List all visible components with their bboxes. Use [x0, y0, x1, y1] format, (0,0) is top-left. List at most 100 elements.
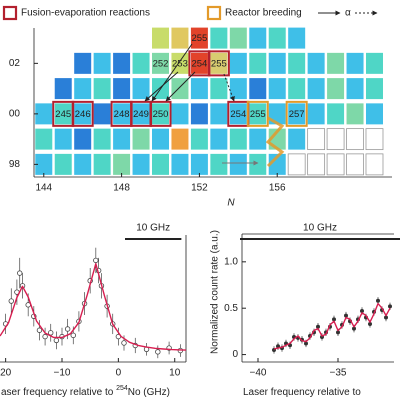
- nuclide-cell: [74, 52, 92, 74]
- nuclide-cell: [229, 52, 247, 74]
- nuclide-cell: [132, 103, 150, 125]
- reaction-box: [285, 100, 308, 127]
- nuclide-cell: [307, 52, 325, 74]
- nuclide-cell: [229, 78, 247, 100]
- y-tick-label: 0.5: [224, 303, 238, 314]
- x-axis-label-part: No (GHz): [128, 387, 170, 398]
- nuclide-cell: [210, 27, 228, 49]
- alpha-arrow: [165, 71, 196, 102]
- reaction-box: [71, 100, 94, 127]
- x-tick-label: −40: [250, 368, 267, 379]
- nuclide-cell: [346, 128, 364, 151]
- y-axis-label: Normalized count rate (a.u.): [210, 230, 221, 354]
- nuclide-cell: [288, 128, 306, 150]
- nuclide-cell: [249, 153, 267, 175]
- reaction-box: [149, 100, 172, 127]
- data-point: [121, 340, 127, 346]
- x-axis-label: Laser frequency relative to: [243, 387, 361, 398]
- nuclide-cell: [210, 153, 228, 175]
- nuclide-cell: [365, 52, 383, 74]
- nuclide-cell: [74, 78, 92, 100]
- nuclide-cell: [249, 52, 267, 74]
- x-tick-label: 0: [116, 368, 122, 379]
- nuclide-cell: [93, 78, 111, 100]
- nuclide-cell: [365, 103, 383, 125]
- x-tick-label: −35: [330, 368, 347, 379]
- data-point: [17, 270, 23, 276]
- nuclide-cell: [268, 27, 286, 49]
- nuclide-cell: [113, 153, 131, 175]
- x-axis-label: N: [227, 198, 235, 209]
- nuclide-cell: [210, 78, 228, 100]
- nuclide-cell: [327, 78, 345, 100]
- nuclide-label: 255: [250, 109, 266, 120]
- nuclide-label: 248: [114, 109, 130, 120]
- nuclide-cell: [171, 153, 189, 175]
- nuclide-cell: [307, 153, 326, 176]
- data-point: [387, 304, 392, 309]
- data-point: [375, 298, 380, 303]
- scale-bar-label: 10 GHz: [303, 223, 337, 234]
- nuclide-cell: [268, 78, 286, 100]
- nuclide-cell: [288, 78, 306, 100]
- nuclide-cell: [93, 103, 111, 125]
- nuclide-cell: [268, 103, 286, 125]
- nuclide-label: 252: [153, 58, 169, 69]
- x-tick-label: 144: [35, 183, 52, 194]
- x-axis-label: aser frequency relative to 254No (GHz): [1, 385, 170, 397]
- data-point: [48, 330, 54, 336]
- nuclide-label: 245: [55, 109, 71, 120]
- nuclide-cell: [249, 103, 267, 125]
- y-tick-label: 1.0: [224, 256, 238, 267]
- nuclide-cell: [93, 153, 111, 175]
- alpha-arrow: [144, 71, 179, 102]
- nuclide-cell: [287, 153, 306, 176]
- nuclide-cell: [365, 128, 384, 151]
- nuclide-cell: [113, 52, 131, 74]
- y-tick-label: 98: [9, 159, 21, 170]
- legend-label: Reactor breeding: [225, 8, 302, 19]
- x-tick-label: −10: [54, 368, 71, 379]
- legend-swatch: [206, 5, 222, 21]
- nuclide-label: 250: [153, 109, 169, 120]
- nuclide-cell: [326, 128, 345, 151]
- decay-arrow-dotted: [223, 73, 235, 102]
- nuclide-label: 257: [289, 109, 305, 120]
- decay-arrows: [144, 43, 285, 168]
- nuclide-label: 255: [191, 33, 207, 44]
- data-point: [367, 321, 372, 326]
- nuclide-cell: [288, 27, 306, 49]
- nuclide-cell: [346, 78, 364, 100]
- nuclide-cell: [113, 128, 131, 150]
- fit-line: [0, 263, 187, 351]
- x-tick-label: 156: [269, 183, 286, 194]
- nuclide-cell: [268, 52, 286, 74]
- nuclide-cell: [365, 78, 383, 100]
- reaction-box: [246, 100, 269, 127]
- nuclide-label: 254: [191, 58, 207, 69]
- nuclide-label: 249: [133, 109, 149, 120]
- nuclide-label: 255: [211, 58, 227, 69]
- nuclide-cell: [210, 128, 228, 150]
- x-tick-label: 10: [169, 368, 181, 379]
- legend-label: Fusion-evaporation reactions: [21, 8, 150, 19]
- nuclide-cell: [74, 103, 92, 125]
- nuclide-cell: [93, 128, 111, 150]
- nuclide-cell: [210, 103, 228, 125]
- nuclide-cell: [132, 52, 150, 74]
- nuclide-cell: [35, 153, 53, 175]
- breeding-path: [265, 116, 285, 168]
- nuclide-cell: [346, 103, 364, 125]
- nuclide-cell: [132, 78, 150, 100]
- nuclide-cell: [152, 52, 170, 74]
- nuclide-cell: [152, 103, 170, 125]
- nuclide-cell: [171, 52, 189, 74]
- data-point: [8, 298, 14, 304]
- nuclide-cell: [327, 52, 345, 74]
- data-point: [315, 324, 320, 329]
- nuclide-cell: [35, 128, 53, 150]
- nuclide-cell: [152, 27, 170, 49]
- data-point: [155, 349, 161, 355]
- data-point: [64, 326, 71, 332]
- nuclide-cell: [229, 27, 247, 49]
